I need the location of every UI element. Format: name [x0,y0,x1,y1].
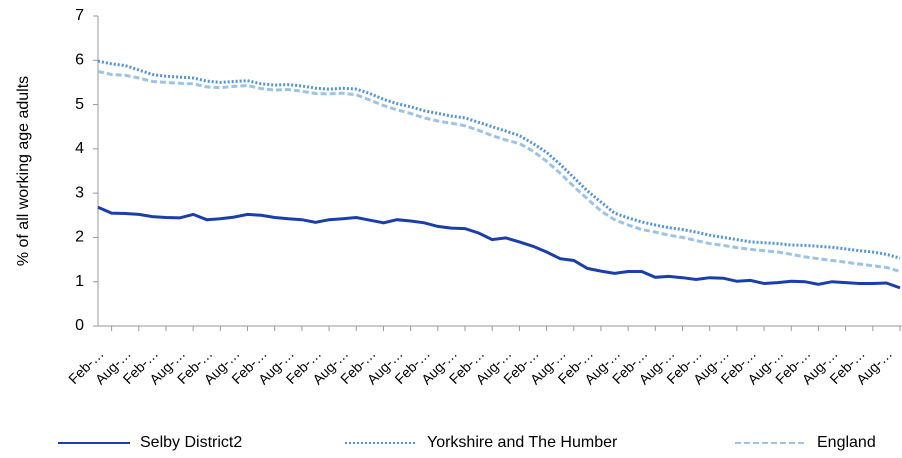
y-tick-label: 7 [75,7,84,24]
series-line [97,205,901,290]
y-axis-label: % of all working age adults [15,76,32,266]
y-tick-label: 4 [75,140,84,157]
legend-label: Selby District2 [140,434,242,451]
y-tick-label: 2 [75,229,84,246]
series-line [97,69,901,273]
y-tick-label: 6 [75,52,84,69]
y-tick-label: 5 [75,96,84,113]
series-line [97,59,901,260]
legend-label: England [817,434,876,451]
legend-label: Yorkshire and The Humber [427,434,618,451]
y-tick-label: 1 [75,273,84,290]
y-tick-label: 3 [75,184,84,201]
y-tick-label: 0 [75,317,84,334]
